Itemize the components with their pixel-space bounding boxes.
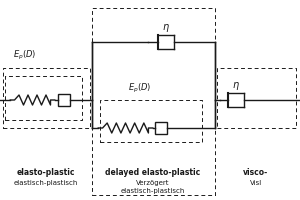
Bar [58,94,70,106]
Text: elastisch-plastisch: elastisch-plastisch [14,180,78,186]
Text: $\mathit{E_p(D)}$: $\mathit{E_p(D)}$ [13,49,37,62]
Text: elasto-plastic: elasto-plastic [17,168,75,177]
Text: visco-: visco- [243,168,268,177]
Text: η: η [233,80,239,90]
Text: delayed elasto-plastic: delayed elasto-plastic [105,168,201,177]
Text: η: η [163,22,169,32]
Text: elastisch-plastisch: elastisch-plastisch [121,188,185,194]
Text: $\mathit{E_p(D)}$: $\mathit{E_p(D)}$ [128,82,152,95]
Text: Visl: Visl [250,180,262,186]
Text: Verzögert: Verzögert [136,180,170,186]
Bar [155,122,167,134]
